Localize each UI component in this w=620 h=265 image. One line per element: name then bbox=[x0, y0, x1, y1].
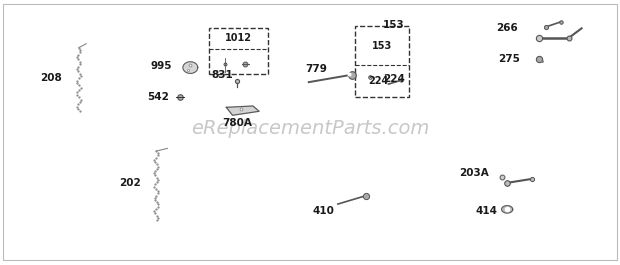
Bar bbox=[355, 26, 409, 97]
Text: 208: 208 bbox=[40, 73, 62, 83]
Text: 542: 542 bbox=[148, 92, 169, 102]
Text: 275: 275 bbox=[498, 54, 520, 64]
Text: 202: 202 bbox=[120, 178, 141, 188]
Text: 995: 995 bbox=[150, 61, 172, 71]
Text: 224: 224 bbox=[368, 76, 389, 86]
Text: 153: 153 bbox=[372, 41, 392, 51]
Text: 153: 153 bbox=[383, 20, 405, 30]
Polygon shape bbox=[502, 206, 513, 213]
Text: 779: 779 bbox=[306, 64, 327, 74]
Polygon shape bbox=[226, 106, 259, 115]
Text: 224: 224 bbox=[383, 74, 405, 85]
Text: 414: 414 bbox=[476, 206, 498, 216]
Text: 780A: 780A bbox=[223, 118, 252, 128]
Text: 410: 410 bbox=[313, 206, 335, 216]
Bar bbox=[209, 28, 268, 74]
Text: 266: 266 bbox=[496, 23, 518, 33]
Text: 1012: 1012 bbox=[225, 33, 252, 43]
Text: 203A: 203A bbox=[459, 168, 489, 178]
Text: 831: 831 bbox=[211, 70, 233, 80]
Text: eReplacementParts.com: eReplacementParts.com bbox=[191, 119, 429, 138]
Polygon shape bbox=[183, 62, 198, 73]
